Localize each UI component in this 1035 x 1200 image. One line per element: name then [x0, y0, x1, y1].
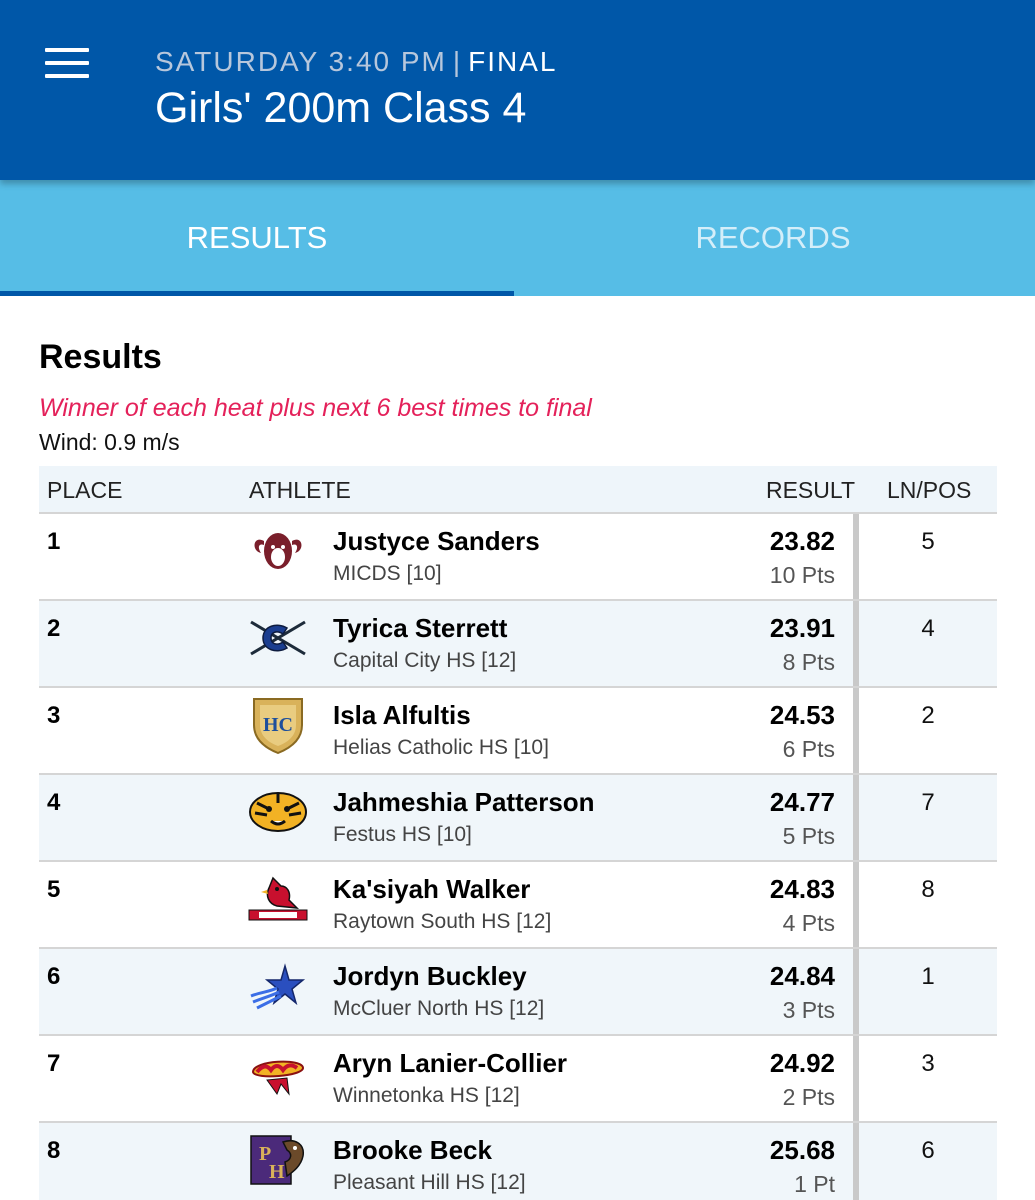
hc-shield-logo-icon: HC	[247, 698, 309, 755]
result-points: 2 Pts	[782, 1084, 835, 1110]
section-heading: Results	[39, 338, 162, 376]
row-place: 6	[47, 963, 61, 990]
athlete-name[interactable]: Ka'siyah Walker	[333, 874, 531, 904]
result-time: 24.83	[769, 874, 835, 904]
result-time: 23.91	[769, 613, 835, 643]
menu-icon[interactable]	[45, 48, 89, 78]
result-time: 24.53	[769, 700, 835, 730]
athlete-name[interactable]: Tyrica Sterrett	[333, 613, 508, 643]
results-table: PLACE ATHLETE RESULT LN/POS 1 Justyce Sa…	[39, 466, 997, 1200]
lane-position: 4	[921, 615, 935, 642]
athlete-school[interactable]: MICDS [10]	[333, 562, 442, 585]
tab-records[interactable]: RECORDS	[695, 220, 851, 255]
column-divider	[853, 688, 859, 773]
lane-position: 3	[921, 1050, 935, 1077]
svg-text:P: P	[259, 1143, 271, 1165]
lane-position: 5	[921, 528, 935, 555]
result-time: 23.82	[769, 526, 835, 556]
svg-text:HC: HC	[263, 714, 293, 736]
result-points: 10 Pts	[769, 562, 835, 588]
result-time: 24.92	[769, 1048, 835, 1078]
result-time: 24.77	[769, 787, 835, 817]
result-points: 5 Pts	[782, 823, 835, 849]
star-logo-icon	[247, 961, 309, 1011]
athlete-school[interactable]: Helias Catholic HS [10]	[333, 736, 549, 759]
result-points: 8 Pts	[782, 649, 835, 675]
result-time: 24.84	[769, 961, 835, 991]
page-title: Girls' 200m Class 4	[155, 84, 527, 132]
athlete-school[interactable]: Raytown South HS [12]	[333, 910, 552, 933]
athlete-school[interactable]: Capital City HS [12]	[333, 649, 517, 672]
table-header: PLACE ATHLETE RESULT LN/POS	[39, 466, 997, 514]
lane-position: 8	[921, 876, 935, 903]
cardinal-logo-icon	[247, 874, 309, 924]
column-header-athlete[interactable]: ATHLETE	[249, 477, 351, 503]
row-place: 3	[47, 702, 61, 729]
event-subtitle: SATURDAY 3:40 PM | FINAL	[155, 46, 558, 78]
column-header-result[interactable]: RESULT	[765, 477, 855, 503]
column-divider	[853, 1123, 859, 1200]
table-row[interactable]: 5 Ka'siyah Walker Raytown South HS [12] …	[39, 862, 997, 949]
result-time: 25.68	[769, 1135, 835, 1165]
table-row[interactable]: 2 Tyrica Sterrett Capital City HS [12] 2…	[39, 601, 997, 688]
athlete-name[interactable]: Jahmeshia Patterson	[333, 787, 595, 817]
result-points: 1 Pt	[794, 1171, 835, 1197]
athlete-school[interactable]: McCluer North HS [12]	[333, 997, 545, 1020]
row-place: 7	[47, 1050, 61, 1077]
subtitle-separator: |	[452, 46, 463, 77]
athlete-name[interactable]: Brooke Beck	[333, 1135, 492, 1165]
athlete-school[interactable]: Winnetonka HS [12]	[333, 1084, 520, 1107]
result-points: 6 Pts	[782, 736, 835, 762]
table-row[interactable]: 7 Aryn Lanier-Collier Winnetonka HS [12]…	[39, 1036, 997, 1123]
column-header-place[interactable]: PLACE	[47, 477, 123, 503]
result-points: 4 Pts	[782, 910, 835, 936]
griffins-logo-icon	[247, 1048, 309, 1098]
event-day-time: SATURDAY 3:40 PM	[155, 46, 447, 77]
tab-bar: RESULTS RECORDS	[0, 180, 1035, 296]
row-place: 1	[47, 528, 61, 555]
active-tab-indicator	[0, 291, 514, 296]
row-place: 2	[47, 615, 61, 642]
table-row[interactable]: 6 Jordyn Buckley McCluer North HS [12] 2…	[39, 949, 997, 1036]
table-row[interactable]: 3 HC Isla Alfultis Helias Catholic HS [1…	[39, 688, 997, 775]
athlete-name[interactable]: Justyce Sanders	[333, 526, 540, 556]
lane-position: 6	[921, 1137, 935, 1164]
wind-reading: Wind: 0.9 m/s	[39, 429, 180, 455]
athlete-school[interactable]: Festus HS [10]	[333, 823, 472, 846]
tab-results[interactable]: RESULTS	[186, 220, 328, 255]
row-place: 4	[47, 789, 61, 816]
athlete-school[interactable]: Pleasant Hill HS [12]	[333, 1171, 526, 1194]
lane-position: 1	[921, 963, 935, 990]
athlete-name[interactable]: Aryn Lanier-Collier	[333, 1048, 568, 1078]
ram-logo-icon	[247, 526, 309, 576]
table-body: 1 Justyce Sanders MICDS [10] 23.82 10 Pt…	[39, 514, 997, 1200]
athlete-name[interactable]: Jordyn Buckley	[333, 961, 527, 991]
crossed-swords-c-logo-icon	[247, 613, 309, 663]
athlete-name[interactable]: Isla Alfultis	[333, 700, 471, 730]
row-place: 8	[47, 1137, 61, 1164]
app-bar: SATURDAY 3:40 PM | FINAL Girls' 200m Class…	[0, 0, 1035, 180]
row-place: 5	[47, 876, 61, 903]
column-header-lnpos[interactable]: LN/POS	[887, 477, 972, 503]
column-divider	[853, 514, 859, 599]
column-divider	[853, 775, 859, 860]
table-row[interactable]: 1 Justyce Sanders MICDS [10] 23.82 10 Pt…	[39, 514, 997, 601]
column-divider	[853, 1036, 859, 1121]
qualifying-note: Winner of each heat plus next 6 best tim…	[39, 394, 592, 422]
table-row[interactable]: 4 Jahmeshia Patterson Festus HS [10] 24.…	[39, 775, 997, 862]
event-status: FINAL	[468, 46, 558, 77]
tiger-logo-icon	[247, 787, 309, 837]
lane-position: 2	[921, 702, 935, 729]
column-divider	[853, 949, 859, 1034]
result-points: 3 Pts	[782, 997, 835, 1023]
lane-position: 7	[921, 789, 935, 816]
column-divider	[853, 601, 859, 686]
column-divider	[853, 862, 859, 947]
svg-text:H: H	[269, 1161, 285, 1183]
